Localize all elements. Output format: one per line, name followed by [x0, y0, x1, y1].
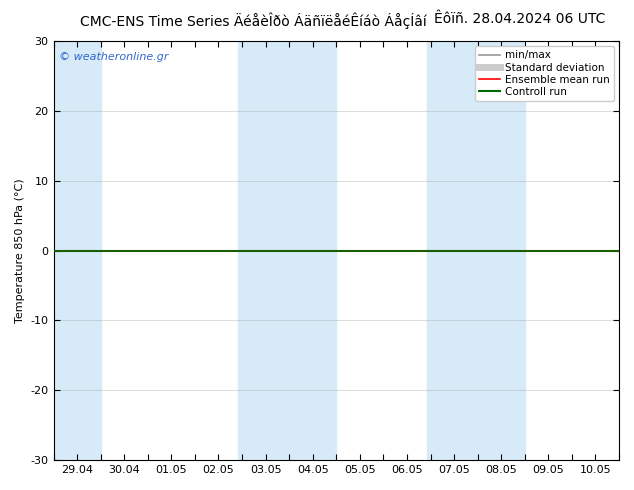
Y-axis label: Temperature 850 hPa (°C): Temperature 850 hPa (°C) [15, 178, 25, 323]
Bar [238, 41, 336, 460]
Bar [53, 41, 101, 460]
Bar [427, 41, 525, 460]
Text: © weatheronline.gr: © weatheronline.gr [59, 51, 169, 62]
Text: Êôïñ. 28.04.2024 06 UTC: Êôïñ. 28.04.2024 06 UTC [434, 12, 605, 26]
Legend: min/max, Standard deviation, Ensemble mean run, Controll run: min/max, Standard deviation, Ensemble me… [475, 46, 614, 101]
Text: CMC-ENS Time Series ÄéåèÎðò ÁäñïëåéÊíáò ÁåçÍâí: CMC-ENS Time Series ÄéåèÎðò ÁäñïëåéÊíáò … [81, 12, 427, 29]
